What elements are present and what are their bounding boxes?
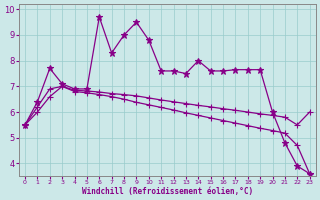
X-axis label: Windchill (Refroidissement éolien,°C): Windchill (Refroidissement éolien,°C) <box>82 187 253 196</box>
